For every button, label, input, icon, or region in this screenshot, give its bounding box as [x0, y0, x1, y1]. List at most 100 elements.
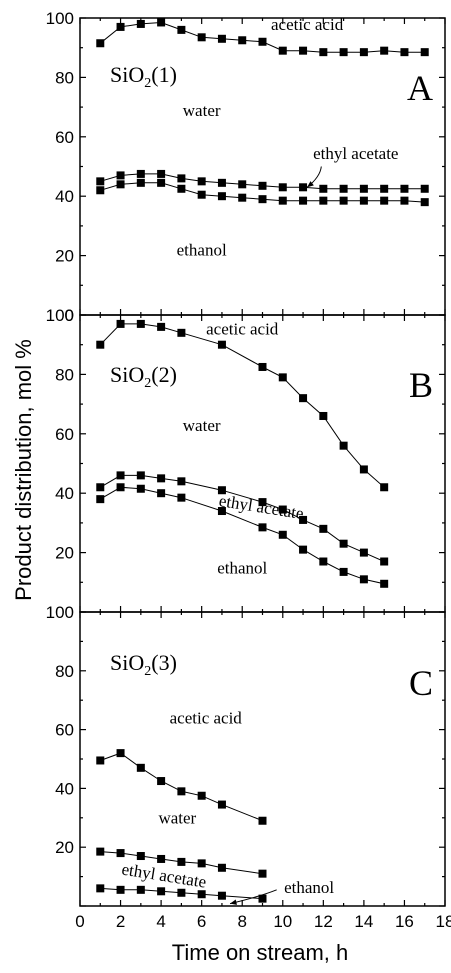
panel-a-region-label: acetic acid [271, 15, 344, 34]
panel-a-series-3-point [197, 190, 206, 199]
panel-a-series-1-point [136, 19, 145, 28]
panel-c-series-3-point [96, 884, 105, 893]
panel-b-series-1-point [136, 319, 145, 328]
panel-a-series-1-point [299, 46, 308, 55]
x-tick-label: 14 [354, 912, 373, 931]
panel-a-series-1-point [177, 25, 186, 34]
panel-a-series-3-point [96, 186, 105, 195]
panel-a-series-2-point [116, 171, 125, 180]
panel-b-series-2-point [116, 471, 125, 480]
panel-c-series-2-point [258, 869, 267, 878]
panel-a-letter: A [407, 68, 433, 108]
panel-a-series-3-point [157, 178, 166, 187]
x-tick-label: 10 [273, 912, 292, 931]
panel-b-series-1-point [258, 362, 267, 371]
panel-a-series-3-point [339, 196, 348, 205]
x-tick-label: 12 [314, 912, 333, 931]
panel-a-y-tick-label: 20 [55, 247, 74, 266]
panel-a-series-1-line [99, 21, 425, 53]
panel-a-series-3-point [258, 195, 267, 204]
x-tick-label: 16 [395, 912, 414, 931]
panel-a-series-2-point [400, 184, 409, 193]
panel-b-series-1-line [99, 323, 385, 488]
panel-b-series-1-point [278, 373, 287, 382]
x-tick-label: 2 [116, 912, 125, 931]
panel-a-series-2-point [380, 184, 389, 193]
panel-b-series-2-point [359, 548, 368, 557]
panel-b-series-3-point [258, 523, 267, 532]
panel-b-series-1-point [359, 465, 368, 474]
y-axis-title: Product distribution, mol % [11, 339, 36, 601]
panel-a-series-1-point [400, 48, 409, 57]
panel-a-series-2-point [278, 183, 287, 192]
panel-a-annotation-arrowhead [307, 181, 314, 188]
panel-b-sample-label: SiO2(2) [110, 362, 177, 391]
panel-b-series-2-point [339, 539, 348, 548]
panel-a-series-3-point [319, 196, 328, 205]
panel-a-y-tick-label: 0 [65, 306, 74, 325]
panel-a-series-2-point [177, 174, 186, 183]
panel-c-y-tick-label: 80 [55, 662, 74, 681]
panel-b: 20 40 60 80 100 acetic acid water ethyl acetate… [46, 306, 446, 613]
panel-b-series-3-point [177, 493, 186, 502]
panel-b-region-label: ethyl acetate [218, 491, 305, 523]
panel-b-region-label: water [183, 416, 221, 435]
panel-a-series-1-point [157, 18, 166, 27]
x-tick-label: 6 [197, 912, 206, 931]
panel-c-letter: C [409, 663, 433, 703]
panel-a-series-1-point [339, 48, 348, 57]
panel-a-series-2-point [157, 169, 166, 178]
panel-a-series-3-point [136, 178, 145, 187]
panel-b-series-3-point [380, 579, 389, 588]
panel-b-series-1-point [299, 394, 308, 403]
panel-c-y-tick-label: 40 [55, 779, 74, 798]
panel-c-series-1-point [157, 777, 166, 786]
panel-b-series-2-point [258, 498, 267, 507]
panel-b-series-3-point [96, 495, 105, 504]
panel-a-series-1-point [359, 48, 368, 57]
panel-b-series-3-point [217, 507, 226, 516]
panel-b-series-1-point [96, 340, 105, 349]
panel-c-series-2-point [177, 857, 186, 866]
panel-c-series-1-point [217, 800, 226, 809]
panel-a-y-tick-label: 100 [46, 9, 74, 28]
panel-c-region-label: water [158, 809, 196, 828]
x-axis-title: Time on stream, h [172, 940, 348, 965]
panel-a-series-2-point [96, 177, 105, 186]
panel-b-series-1-point [339, 441, 348, 450]
panel-a-y-tick-label: 80 [55, 68, 74, 87]
panel-a-region-label: water [183, 101, 221, 120]
panel-a-series-1-point [217, 34, 226, 43]
x-tick-label: 4 [156, 912, 165, 931]
panel-a-series-2-point [339, 184, 348, 193]
panel-c-series-2-point [116, 849, 125, 858]
panel-a-series-3-point [217, 192, 226, 201]
panel-a-region-label: ethyl acetate [313, 144, 398, 163]
panel-c-y-tick-label: 100 [46, 603, 74, 622]
panel-b-series-2-point [380, 557, 389, 566]
panel-c: 20 40 60 80 100 0 2 4 6 8 10 12 14 16 18 acetic acid wat… [46, 603, 451, 931]
panel-a-series-2-point [420, 184, 429, 193]
panel-b-y-tick-label: 100 [46, 306, 74, 325]
panel-b-series-2-point [278, 505, 287, 514]
panel-b-y-tick-label: 80 [55, 365, 74, 384]
panel-c-sample-label: SiO2(3) [110, 650, 177, 679]
panel-c-series-1-point [136, 763, 145, 772]
panel-b-series-3-point [116, 483, 125, 492]
panel-b-series-2-point [157, 474, 166, 483]
panel-b-series-1-point [380, 483, 389, 492]
panel-b-series-1-point [319, 411, 328, 420]
panel-c-region-label: acetic acid [170, 709, 243, 728]
panel-b-series-3-point [359, 575, 368, 584]
panel-b-y-tick-label: 20 [55, 544, 74, 563]
panel-a-series-3-point [299, 196, 308, 205]
panel-b-series-2-point [96, 483, 105, 492]
panel-a-series-1-point [319, 48, 328, 57]
panel-a-sample-label: SiO2(1) [110, 62, 177, 91]
panel-a-region-label: ethanol [177, 241, 227, 260]
panel-b-series-3-point [299, 545, 308, 554]
panel-b-series-3-point [278, 530, 287, 539]
panel-a-series-3-point [116, 180, 125, 189]
x-tick-label: 8 [237, 912, 246, 931]
panel-a-y-tick-label: 60 [55, 128, 74, 147]
